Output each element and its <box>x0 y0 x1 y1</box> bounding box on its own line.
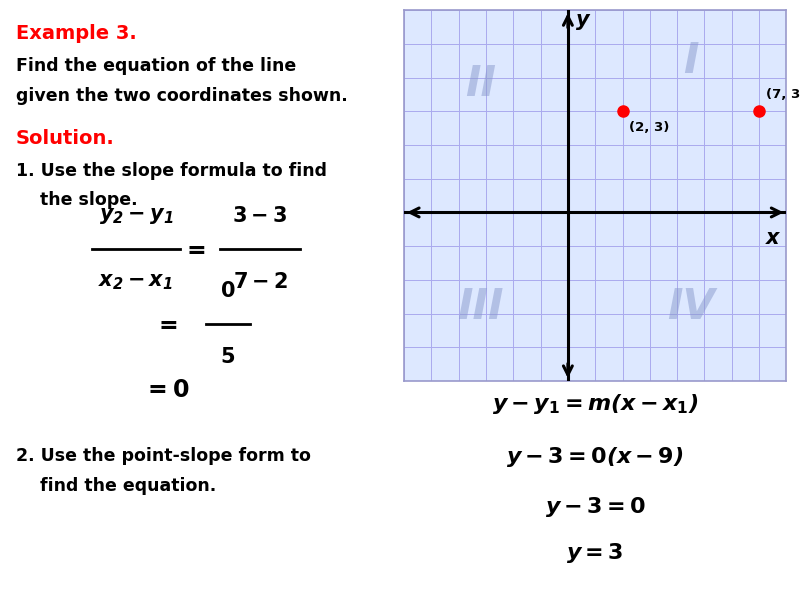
Text: the slope.: the slope. <box>16 191 138 209</box>
Text: $\mathbf{=}$: $\mathbf{=}$ <box>154 312 178 336</box>
Text: given the two coordinates shown.: given the two coordinates shown. <box>16 87 348 105</box>
Text: $\bfit{x}$: $\bfit{x}$ <box>766 227 782 248</box>
Text: (2, 3): (2, 3) <box>630 121 670 134</box>
Text: $\mathbf{0}$: $\mathbf{0}$ <box>220 281 236 301</box>
Text: $\bfit{y} - \mathbf{3} = \mathbf{0}$: $\bfit{y} - \mathbf{3} = \mathbf{0}$ <box>545 495 646 519</box>
Text: find the equation.: find the equation. <box>16 477 216 495</box>
Text: $\bfit{y} = \mathbf{3}$: $\bfit{y} = \mathbf{3}$ <box>566 541 624 565</box>
Text: $\mathbf{=}$: $\mathbf{=}$ <box>182 237 206 261</box>
Text: $\mathbf{= 0}$: $\mathbf{= 0}$ <box>143 378 189 402</box>
Text: Example 3.: Example 3. <box>16 24 137 43</box>
Text: (7, 3): (7, 3) <box>766 88 800 101</box>
Text: 1. Use the slope formula to find: 1. Use the slope formula to find <box>16 162 327 180</box>
Text: III: III <box>458 286 504 328</box>
Text: $\mathbf{7 - 2}$: $\mathbf{7 - 2}$ <box>233 272 287 292</box>
Text: $\mathbf{5}$: $\mathbf{5}$ <box>221 347 235 367</box>
Text: I: I <box>683 40 698 82</box>
Text: II: II <box>465 64 496 106</box>
Text: $\mathbf{3 - 3}$: $\mathbf{3 - 3}$ <box>233 206 287 226</box>
Text: Find the equation of the line: Find the equation of the line <box>16 57 296 75</box>
Text: $\bfit{y} - \mathbf{3} = \mathbf{0}(\bfit{x} - \mathbf{9})$: $\bfit{y} - \mathbf{3} = \mathbf{0}(\bfi… <box>506 445 684 469</box>
Text: 2. Use the point-slope form to: 2. Use the point-slope form to <box>16 447 311 465</box>
Text: IV: IV <box>667 286 714 328</box>
Text: $\bfit{y}$: $\bfit{y}$ <box>574 12 591 32</box>
Text: $\bfit{y} - \bfit{y}_{\mathbf{1}} = \bfit{m}(\bfit{x} - \bfit{x}_{\mathbf{1}})$: $\bfit{y} - \bfit{y}_{\mathbf{1}} = \bfi… <box>492 392 698 416</box>
Text: $\bfit{x}_2 - \bfit{x}_1$: $\bfit{x}_2 - \bfit{x}_1$ <box>98 272 174 292</box>
Text: $\bfit{y}_2 - \bfit{y}_1$: $\bfit{y}_2 - \bfit{y}_1$ <box>98 206 174 226</box>
Text: Solution.: Solution. <box>16 129 114 148</box>
